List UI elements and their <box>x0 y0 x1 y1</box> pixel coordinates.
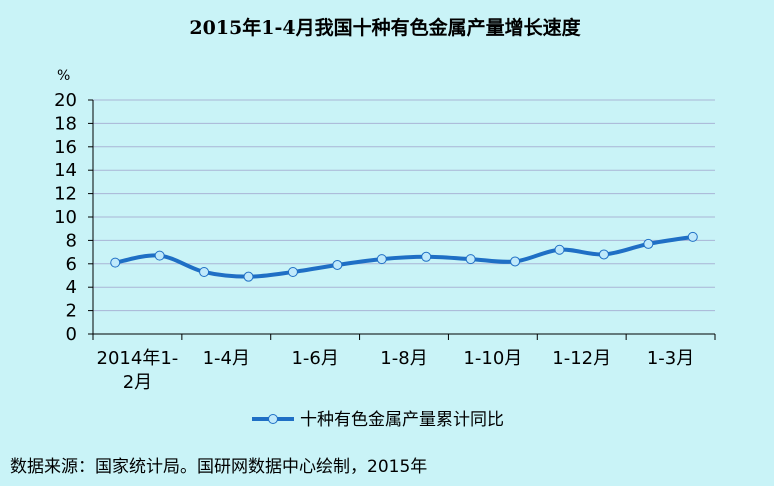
data-point <box>687 231 698 242</box>
chart-title: 2015年1-4月我国十种有色金属产量增长速度 <box>189 16 581 39</box>
legend-label: 十种有色金属产量累计同比 <box>300 410 504 430</box>
data-point <box>643 238 654 249</box>
data-point <box>154 250 165 261</box>
x-axis-ticks: 2014年1- 2月 1-4月 1-6月 1-8月 1-10月 1-12月 1-3月 <box>92 334 716 393</box>
y-tick-label: 6 <box>66 254 77 275</box>
grid-lines <box>93 99 715 312</box>
data-point <box>465 254 476 265</box>
x-tick-label: 1-8月 <box>380 348 427 369</box>
x-tick-label: 2月 <box>123 372 152 393</box>
x-tick-label: 2014年1- <box>97 348 179 369</box>
data-point <box>421 251 432 262</box>
legend: 十种有色金属产量累计同比 <box>252 410 504 430</box>
data-point <box>554 244 565 255</box>
data-point <box>332 259 343 270</box>
x-tick-label: 1-4月 <box>203 348 250 369</box>
y-tick-label: 10 <box>54 207 77 228</box>
data-point <box>243 271 254 282</box>
data-point <box>287 266 298 277</box>
y-tick-label: 14 <box>54 160 77 181</box>
x-tick-label: 1-6月 <box>291 348 338 369</box>
x-tick-label: 1-10月 <box>463 348 522 369</box>
x-tick-label: 1-12月 <box>552 348 611 369</box>
data-point <box>110 257 121 268</box>
data-point <box>598 249 609 260</box>
x-tick-label: 1-3月 <box>647 348 694 369</box>
y-tick-label: 4 <box>66 277 77 298</box>
y-tick-label: 8 <box>66 230 77 251</box>
source-note: 数据来源：国家统计局。国研网数据中心绘制，2015年 <box>10 457 428 477</box>
data-point <box>376 254 387 265</box>
y-tick-label: 2 <box>66 301 77 322</box>
y-axis-unit: % <box>57 68 70 84</box>
y-tick-label: 20 <box>54 90 77 111</box>
data-point <box>199 266 210 277</box>
y-tick-label: 12 <box>54 184 77 205</box>
legend-marker-swatch <box>268 414 278 424</box>
data-point <box>510 256 521 267</box>
y-tick-label: 0 <box>66 324 77 345</box>
series-group <box>110 231 698 282</box>
y-tick-label: 18 <box>54 113 77 134</box>
y-tick-label: 16 <box>54 137 77 158</box>
